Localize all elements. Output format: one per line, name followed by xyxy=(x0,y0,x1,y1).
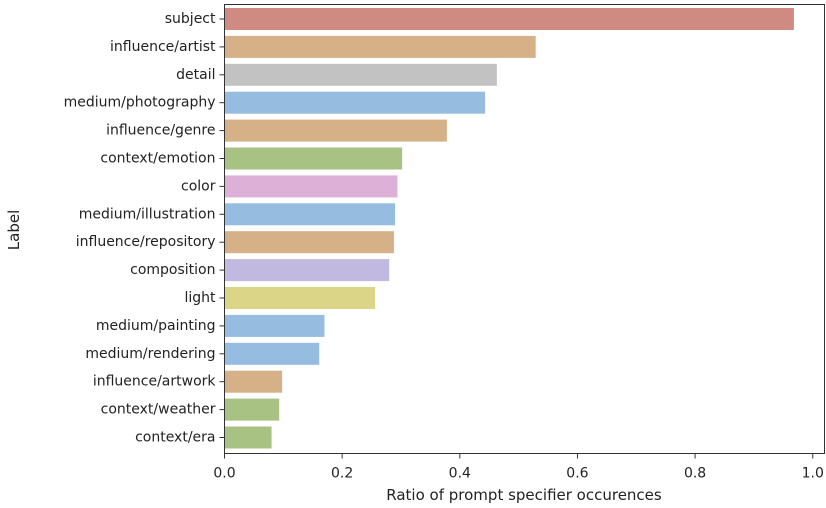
x-axis-title: Ratio of prompt specifier occurences xyxy=(386,486,662,504)
plot-frame xyxy=(224,4,825,454)
y-tick-label: influence/artist xyxy=(110,39,216,55)
bar xyxy=(224,203,396,226)
y-tick-label: context/weather xyxy=(101,402,216,418)
y-tick-label: subject xyxy=(165,11,216,27)
bar xyxy=(224,119,447,142)
x-tick-label: 0.6 xyxy=(566,466,588,482)
y-tick-label: color xyxy=(181,178,216,194)
y-tick-label: influence/repository xyxy=(76,234,216,250)
x-tick-label: 0.8 xyxy=(684,466,706,482)
bar xyxy=(224,287,376,309)
y-tick-label: light xyxy=(184,290,216,306)
y-tick-label: context/emotion xyxy=(100,151,215,167)
y-tick-labels: subject influence/artist detail medium/phot… xyxy=(64,11,225,446)
bars-group xyxy=(224,8,794,449)
y-tick-label: detail xyxy=(176,67,215,83)
bar xyxy=(224,35,536,58)
y-tick-label: influence/genre xyxy=(106,123,215,139)
bar xyxy=(224,147,403,170)
bar xyxy=(224,175,398,198)
x-tick-label: 0.0 xyxy=(213,466,235,482)
y-tick-label: context/era xyxy=(135,430,215,446)
bar xyxy=(224,63,497,86)
x-ticks: 0.0 0.2 0.4 0.6 0.8 1.0 xyxy=(213,453,824,482)
y-tick-label: medium/painting xyxy=(96,318,216,334)
bar xyxy=(224,370,283,393)
x-tick-label: 0.2 xyxy=(331,466,353,482)
bar xyxy=(224,342,320,365)
y-tick-label: medium/photography xyxy=(64,95,216,111)
x-tick-label: 1.0 xyxy=(802,466,824,482)
y-axis-title: Label xyxy=(5,210,23,250)
y-tick-label: medium/rendering xyxy=(85,346,215,362)
bar xyxy=(224,314,325,337)
bar xyxy=(224,91,486,114)
bar xyxy=(224,8,794,30)
bar xyxy=(224,231,394,254)
x-tick-label: 0.4 xyxy=(449,466,471,482)
y-tick-label: medium/illustration xyxy=(79,206,216,222)
bar xyxy=(224,426,272,449)
y-tick-label: influence/artwork xyxy=(93,374,217,390)
y-tick-label: composition xyxy=(130,262,215,278)
bar xyxy=(224,398,280,421)
bar xyxy=(224,259,390,282)
